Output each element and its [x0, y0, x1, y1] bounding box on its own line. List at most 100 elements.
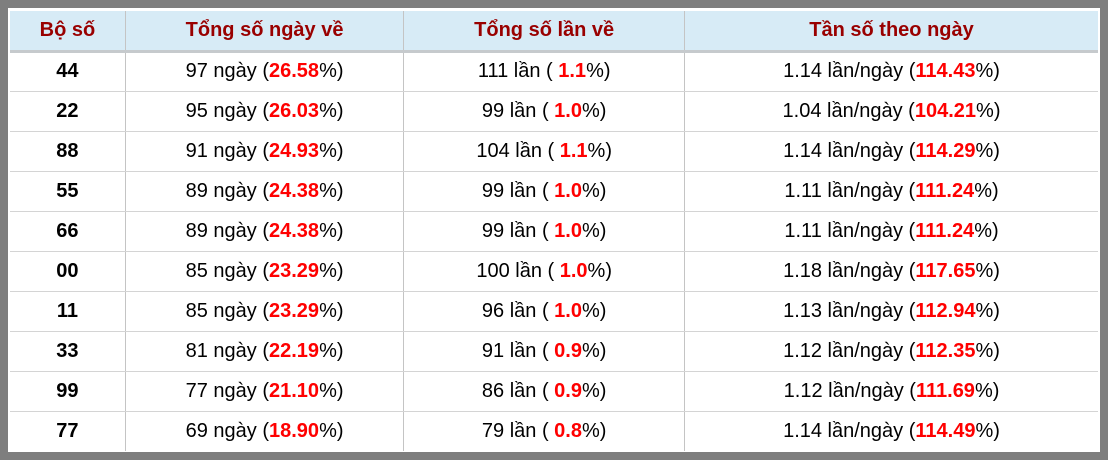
table-row: 33 81 ngày (22.19%) 91 lần ( 0.9%) 1.12 lần… — [10, 331, 1098, 372]
frequency-cell: 1.14 lần/ngày (114.29%) — [684, 131, 1098, 172]
days-cell-text: 91 ngày ( — [185, 139, 269, 162]
days-cell-percent-value: 18.90 — [269, 419, 320, 442]
times-cell-percent-value: 1.0 — [554, 179, 582, 202]
column-header-frequency: Tần số theo ngày — [684, 11, 1098, 53]
frequency-cell-text: 1.11 lần/ngày ( — [784, 179, 916, 202]
days-cell-text: %) — [319, 339, 344, 362]
lottery-pair-stats-table: Bộ số Tổng số ngày về Tổng số lần về Tần… — [10, 11, 1098, 451]
frequency-cell-text: 1.18 lần/ngày ( — [783, 259, 916, 282]
frequency-cell: 1.11 lần/ngày (111.24%) — [684, 171, 1098, 212]
times-cell-text: %) — [586, 60, 611, 82]
frequency-cell-text: %) — [974, 179, 999, 202]
times-cell-text: %) — [581, 99, 607, 122]
times-cell: 79 lần ( 0.8%) — [403, 411, 686, 451]
frequency-cell-percent-value: 117.65 — [915, 259, 976, 282]
table-row: 11 85 ngày (23.29%) 96 lần ( 1.0%) 1.13 lần… — [10, 291, 1098, 332]
frequency-cell-text: 1.12 lần/ngày ( — [783, 379, 916, 402]
times-cell-percent-value: 1.1 — [559, 139, 588, 162]
days-cell-text: %) — [319, 139, 344, 162]
times-cell-text: %) — [581, 339, 607, 362]
times-cell-percent-value: 1.0 — [559, 259, 588, 282]
days-cell: 69 ngày (18.90%) — [125, 411, 405, 451]
frequency-cell-text: %) — [974, 219, 999, 242]
times-cell-text: 111 lần ( — [477, 60, 559, 82]
table-row: 44 97 ngày (26.58%) 111 lần ( 1.1%) 1.14 lầ… — [10, 51, 1098, 92]
days-cell: 89 ngày (24.38%) — [125, 211, 405, 252]
days-cell-text: %) — [319, 379, 344, 402]
times-cell-percent-value: 0.8 — [554, 419, 582, 442]
days-cell-percent-value: 24.38 — [269, 179, 320, 202]
frequency-cell-percent-value: 114.43 — [915, 60, 976, 82]
days-cell-text: 97 ngày ( — [185, 60, 269, 82]
frequency-cell-percent-value: 114.49 — [915, 419, 976, 442]
frequency-cell-text: 1.11 lần/ngày ( — [784, 219, 916, 242]
days-cell-percent-value: 26.58 — [269, 60, 320, 82]
days-cell-text: 77 ngày ( — [185, 379, 269, 402]
days-cell-text: 95 ngày ( — [185, 99, 269, 122]
days-cell-text: 89 ngày ( — [185, 219, 269, 242]
days-cell-text: %) — [319, 99, 344, 122]
times-cell-text: %) — [581, 179, 607, 202]
pair-cell: 22 — [10, 91, 126, 132]
pair-cell: 44 — [10, 51, 126, 92]
days-cell-text: %) — [319, 299, 344, 322]
times-cell-text: 100 lần ( — [476, 259, 560, 282]
pair-cell: 99 — [10, 371, 126, 412]
pair-cell: 88 — [10, 131, 126, 172]
frequency-cell-text: 1.13 lần/ngày ( — [783, 299, 916, 322]
days-cell: 81 ngày (22.19%) — [125, 331, 405, 372]
times-cell-text: 79 lần ( — [481, 419, 555, 442]
times-cell: 111 lần ( 1.1%) — [403, 51, 686, 92]
times-cell-text: 96 lần ( — [481, 299, 555, 322]
days-cell-percent-value: 23.29 — [269, 299, 320, 322]
days-cell-text: 89 ngày ( — [185, 179, 269, 202]
times-cell: 99 lần ( 1.0%) — [403, 171, 686, 212]
pair-cell: 55 — [10, 171, 126, 212]
days-cell-text: %) — [319, 219, 344, 242]
pair-cell: 00 — [10, 251, 126, 292]
times-cell-text: %) — [581, 419, 607, 442]
table-body: 44 97 ngày (26.58%) 111 lần ( 1.1%) 1.14 lầ… — [10, 51, 1098, 451]
times-cell: 99 lần ( 1.0%) — [403, 211, 686, 252]
times-cell-percent-value: 1.0 — [554, 299, 582, 322]
times-cell-text: %) — [587, 259, 612, 282]
times-cell-text: %) — [581, 379, 607, 402]
frequency-cell-text: %) — [974, 379, 1000, 402]
days-cell: 95 ngày (26.03%) — [125, 91, 405, 132]
times-cell-percent-value: 1.0 — [554, 99, 582, 122]
frequency-cell-text: %) — [975, 60, 1000, 82]
times-cell: 100 lần ( 1.0%) — [403, 251, 686, 292]
frequency-cell-text: 1.04 lần/ngày ( — [782, 99, 915, 122]
frequency-cell-text: %) — [975, 339, 1000, 362]
pair-cell: 77 — [10, 411, 126, 451]
times-cell-percent-value: 0.9 — [554, 379, 582, 402]
pair-cell: 66 — [10, 211, 126, 252]
days-cell-text: %) — [319, 179, 344, 202]
frequency-cell-text: %) — [975, 419, 1000, 442]
frequency-cell-percent-value: 111.69 — [915, 379, 975, 402]
frequency-cell: 1.14 lần/ngày (114.43%) — [684, 51, 1098, 92]
frequency-cell: 1.12 lần/ngày (112.35%) — [684, 331, 1098, 372]
times-cell-text: %) — [581, 299, 607, 322]
days-cell-percent-value: 23.29 — [269, 259, 320, 282]
frequency-cell-text: %) — [975, 299, 1000, 322]
times-cell-percent-value: 1.1 — [558, 60, 587, 82]
frequency-cell: 1.11 lần/ngày (111.24%) — [684, 211, 1098, 252]
header-row: Bộ số Tổng số ngày về Tổng số lần về Tần… — [10, 11, 1098, 53]
days-cell-percent-value: 26.03 — [269, 99, 320, 122]
times-cell-text: 99 lần ( — [481, 219, 555, 242]
frequency-cell: 1.18 lần/ngày (117.65%) — [684, 251, 1098, 292]
table-row: 22 95 ngày (26.03%) 99 lần ( 1.0%) 1.04 lần… — [10, 91, 1098, 132]
frequency-cell-text: 1.14 lần/ngày ( — [783, 419, 916, 442]
times-cell-text: 91 lần ( — [481, 339, 555, 362]
column-header-pair: Bộ số — [10, 11, 126, 53]
frequency-cell-text: %) — [975, 259, 1000, 282]
times-cell-text: 104 lần ( — [476, 139, 560, 162]
days-cell-percent-value: 22.19 — [269, 339, 320, 362]
frequency-cell: 1.13 lần/ngày (112.94%) — [684, 291, 1098, 332]
table-row: 55 89 ngày (24.38%) 99 lần ( 1.0%) 1.11 lần… — [10, 171, 1098, 212]
days-cell-percent-value: 24.38 — [269, 219, 320, 242]
frequency-cell: 1.12 lần/ngày (111.69%) — [684, 371, 1098, 412]
pair-cell: 33 — [10, 331, 126, 372]
